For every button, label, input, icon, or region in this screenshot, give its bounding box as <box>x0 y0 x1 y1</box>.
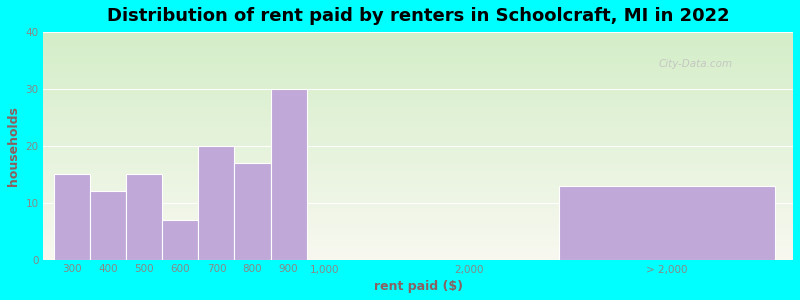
Bar <box>126 174 162 260</box>
Text: City-Data.com: City-Data.com <box>658 59 732 69</box>
X-axis label: rent paid ($): rent paid ($) <box>374 280 462 293</box>
Bar <box>90 191 126 260</box>
Bar <box>54 174 90 260</box>
Bar <box>559 186 775 260</box>
Bar <box>198 146 234 260</box>
Title: Distribution of rent paid by renters in Schoolcraft, MI in 2022: Distribution of rent paid by renters in … <box>107 7 730 25</box>
Bar <box>270 89 306 260</box>
Bar <box>162 220 198 260</box>
Y-axis label: households: households <box>7 106 20 186</box>
Bar <box>234 163 270 260</box>
